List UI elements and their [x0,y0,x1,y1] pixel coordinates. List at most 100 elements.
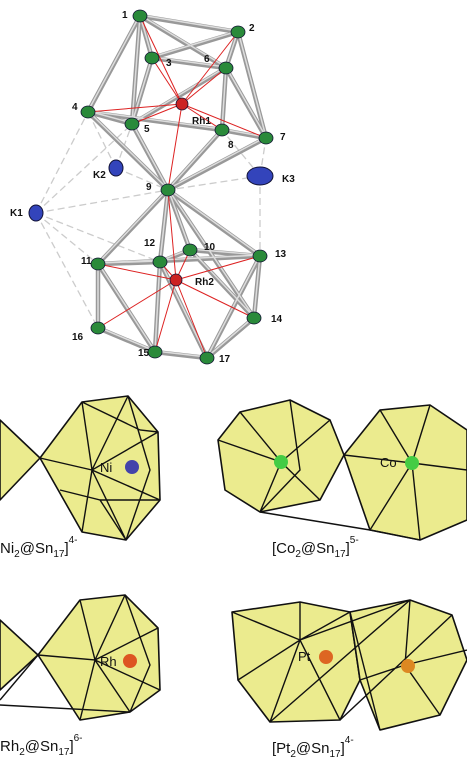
atom [199,351,215,365]
bond [149,29,241,61]
metal-atom [123,654,137,668]
bond-hi [139,14,227,68]
bond-hi [189,248,255,318]
caption-text: @Sn [301,540,335,557]
bond-hi [154,260,161,352]
contact [35,189,169,214]
contact [35,212,161,263]
atom [80,105,96,119]
bond-hi [87,110,133,124]
atom [175,97,189,111]
bond [137,13,241,35]
bond-hi [139,14,239,32]
atom-label: 1 [122,10,128,21]
caption-text: @Sn [25,738,59,755]
subscript: 17 [53,549,65,560]
atom-label: 17 [219,354,231,365]
bond-hi [97,326,156,352]
bond-hi [151,30,239,58]
contact [35,111,89,214]
rh-bond [139,15,183,105]
bond-hi [131,14,141,124]
metal-label: Rh [100,654,117,669]
contact [115,167,169,191]
subscript: 2 [295,549,301,560]
superscript: 4- [345,735,354,746]
atom-label: 6 [204,54,210,65]
atom-label: 13 [275,249,287,260]
rh-bond [131,103,183,125]
contact [167,175,261,191]
bond [95,325,158,355]
atom [152,255,168,269]
atom [147,345,163,359]
atom [218,61,234,75]
rh-bond [87,103,183,113]
rh-bond [181,31,239,105]
bond [165,187,263,259]
atom [246,311,262,325]
atom-label: 3 [166,58,172,69]
bond-hi [97,254,261,264]
atom [90,257,106,271]
bond-hi [131,56,153,124]
atom-label: 15 [138,348,150,359]
caption-text: ] [64,540,68,557]
metal-atom [125,460,139,474]
contact [35,212,99,265]
bond-hi [151,56,227,68]
bond-hi [253,254,261,318]
atom [258,131,274,145]
subscript: 17 [334,549,346,560]
atom-label: 5 [144,124,150,135]
caption: Rh2@Sn17]6- [0,733,83,758]
subscript: 17 [329,749,341,760]
k-label: K3 [282,174,295,185]
caption: [Co2@Sn17]5- [272,535,359,560]
metal-label: Pt [298,649,311,664]
bond [129,65,229,127]
superscript: 4- [69,535,78,546]
bond-hi [206,254,261,358]
atom-label: 2 [249,23,255,34]
bond-hi [97,262,156,352]
bond-hi [131,122,169,190]
bond [149,55,229,71]
rh-bond [175,279,255,319]
bond-hi [237,30,267,138]
k-label: K2 [93,170,106,181]
bond-hi [167,128,223,190]
atom [132,9,148,23]
rh-bond [97,279,177,329]
rh-bond [97,263,177,281]
metal-label: Ni [100,460,112,475]
rh-bond [181,103,223,131]
bond-hi [206,316,255,358]
atom [90,321,106,335]
atom-label: 14 [271,314,283,325]
subscript: 2 [14,549,20,560]
rh-bond [154,279,177,353]
metal-atom [405,456,419,470]
captions: Ni2@Sn17]4- [Co2@Sn17]5-Rh2@Sn17]6-[Pt2@S… [0,535,359,760]
bond-hi [189,248,261,256]
bond [165,135,269,193]
atom-label: 7 [280,132,286,143]
bond-hi [167,188,261,256]
bond-hi [167,188,191,250]
bond-hi [159,188,169,262]
subscript: 17 [58,747,70,758]
bond-hi [87,110,169,190]
rh-bond [181,103,267,139]
atom [182,243,198,257]
bond-hi [221,66,227,130]
atom [160,183,176,197]
atom [169,273,183,287]
caption-text: ] [69,738,73,755]
bond [219,127,269,141]
bond [204,315,257,361]
subscript: 2 [290,749,296,760]
panel-ni: Ni [0,395,161,541]
atom-label: 11 [81,256,92,267]
